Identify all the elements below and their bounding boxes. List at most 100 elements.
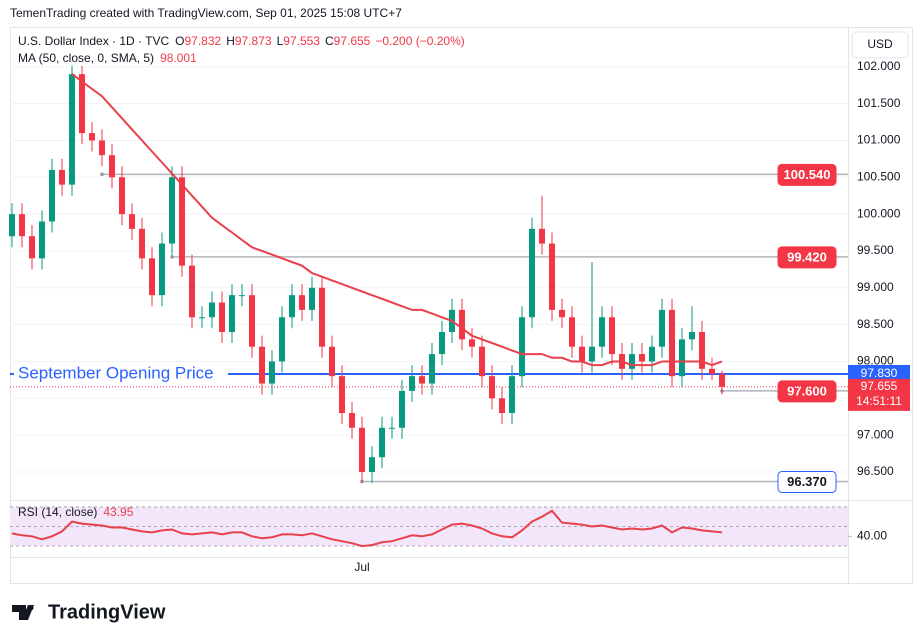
candle-body: [459, 309, 465, 340]
y-tick-label: 99.500: [857, 243, 894, 257]
level-label: 100.540: [784, 167, 831, 182]
candle-body: [39, 221, 45, 259]
ma-line: [71, 73, 723, 367]
candle-body: [169, 177, 175, 244]
candle-body: [49, 169, 55, 222]
currency-button[interactable]: [851, 31, 909, 59]
candle-body: [139, 228, 145, 259]
candle-body: [689, 331, 695, 340]
candle-body: [599, 317, 605, 347]
candle-body: [239, 295, 245, 297]
level-label: 96.370: [787, 474, 827, 489]
candle-body: [559, 309, 565, 318]
candle-body: [439, 331, 445, 355]
candle-body: [309, 287, 315, 310]
candle-body: [709, 368, 715, 374]
candle-body: [229, 295, 235, 332]
candle-body: [399, 390, 405, 428]
candle-body: [429, 354, 435, 384]
ohlc-key: C: [325, 34, 334, 48]
candle-body: [609, 317, 615, 355]
logo: [12, 605, 34, 620]
y-tick-label: 97.000: [857, 427, 894, 441]
candle-body: [259, 346, 265, 384]
rsi-name: RSI (14, close): [18, 505, 97, 519]
candle-body: [159, 243, 165, 296]
y-tick-label: 96.500: [857, 464, 894, 478]
level-box: [777, 246, 837, 269]
ma-name: MA (50, close, 0, SMA, 5): [18, 51, 154, 65]
candle-body: [379, 427, 385, 458]
candle-body: [509, 376, 515, 414]
candle-body: [219, 302, 225, 332]
ohlc-value: 97.873: [235, 34, 272, 48]
y-tick-label: 100.500: [857, 169, 901, 183]
ma-value: 98.001: [160, 51, 197, 65]
y-tick-label: 101.500: [857, 96, 901, 110]
candle-body: [539, 228, 545, 244]
candle-body: [9, 214, 15, 237]
candle-body: [99, 140, 105, 156]
candle-body: [19, 214, 25, 237]
candle-body: [189, 265, 195, 318]
candle-body: [279, 317, 285, 362]
ma-legend: MA (50, close, 0, SMA, 5) 98.001: [18, 51, 197, 65]
frame: [10, 27, 913, 584]
candle-body: [149, 258, 155, 296]
ohlc-value: 97.553: [283, 34, 320, 48]
title-text: U.S. Dollar Index · 1D · TVC: [18, 34, 169, 48]
level-anchor: [100, 172, 104, 177]
countdown: 14:51:11: [856, 394, 902, 408]
rsi-band-fill: [10, 506, 848, 547]
opening-text-bg: [14, 362, 228, 385]
last-axis-label: 97.655: [861, 379, 898, 393]
candle-body: [119, 177, 125, 215]
candle-body: [499, 398, 505, 414]
candle-body: [89, 133, 95, 141]
currency[interactable]: USD: [867, 37, 893, 51]
opening-text: September Opening Price: [18, 363, 214, 382]
candle-body: [649, 346, 655, 362]
y-tick-label: 101.000: [857, 133, 901, 147]
candle-body: [199, 317, 205, 319]
candle-body: [369, 457, 375, 472]
ohlc-value: 97.832: [185, 34, 222, 48]
candle-body: [669, 309, 675, 377]
candle-body: [329, 346, 335, 377]
candle-body: [519, 317, 525, 377]
y-tick-label: 98.500: [857, 317, 894, 331]
candle-body: [549, 243, 555, 310]
rsi-tick-label: 40.00: [857, 528, 887, 542]
candle-body: [69, 74, 75, 185]
candle-body: [289, 295, 295, 318]
candle-body: [109, 155, 115, 178]
candle-body: [489, 376, 495, 399]
level-box: [777, 380, 837, 403]
level-box: [777, 163, 837, 186]
opening-axis-box: [848, 364, 910, 383]
level-box: [777, 471, 837, 494]
candle-body: [659, 309, 665, 347]
candle-body: [29, 236, 35, 259]
candle-body: [209, 302, 215, 318]
candle-body: [59, 169, 65, 185]
candle-body: [479, 346, 485, 377]
candle-body: [719, 373, 725, 387]
y-tick-label: 102.000: [857, 59, 901, 73]
last-axis-box: [848, 378, 910, 411]
candle-body: [679, 339, 685, 377]
y-tick-label: 98.000: [857, 354, 894, 368]
ohlc-key: H: [226, 34, 235, 48]
candle-body: [529, 228, 535, 318]
candle-body: [419, 376, 425, 384]
change: −0.200 (−0.20%): [375, 34, 464, 48]
candle-body: [319, 287, 325, 347]
candle-body: [179, 177, 185, 266]
candle-body: [389, 427, 395, 429]
candle-body: [79, 74, 85, 134]
candle-body: [359, 427, 365, 472]
rsi-line: [11, 509, 723, 548]
candle-body: [129, 214, 135, 229]
